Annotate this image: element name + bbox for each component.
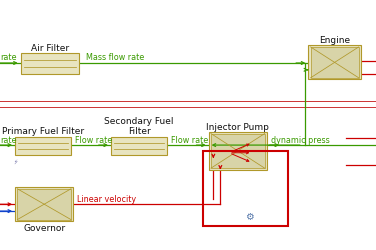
Bar	[17, 189, 71, 220]
Text: Primary Fuel Filter: Primary Fuel Filter	[2, 127, 84, 136]
Text: ⚙: ⚙	[245, 211, 254, 221]
Bar	[209, 132, 267, 170]
Text: rate: rate	[0, 135, 17, 144]
Text: Air Filter: Air Filter	[31, 44, 69, 52]
Text: Engine: Engine	[319, 36, 350, 45]
Bar	[211, 134, 265, 168]
Text: Flow rate: Flow rate	[75, 135, 112, 144]
Bar	[203, 151, 288, 226]
Bar	[311, 48, 359, 78]
Text: Flow rate: Flow rate	[171, 135, 208, 144]
Text: rate: rate	[0, 53, 17, 62]
Bar	[15, 137, 71, 155]
Bar	[15, 188, 73, 221]
Text: Injector Pump: Injector Pump	[206, 122, 269, 131]
Text: Linear velocity: Linear velocity	[77, 194, 136, 203]
Bar	[111, 137, 167, 155]
Text: Mass flow rate: Mass flow rate	[86, 53, 145, 62]
Text: Governor: Governor	[23, 223, 65, 232]
Text: dynamic press: dynamic press	[271, 135, 329, 144]
Bar	[21, 54, 79, 75]
Text: ⚡̷: ⚡̷	[13, 159, 17, 164]
Bar	[308, 46, 361, 80]
Text: Secondary Fuel
Filter: Secondary Fuel Filter	[105, 116, 174, 136]
